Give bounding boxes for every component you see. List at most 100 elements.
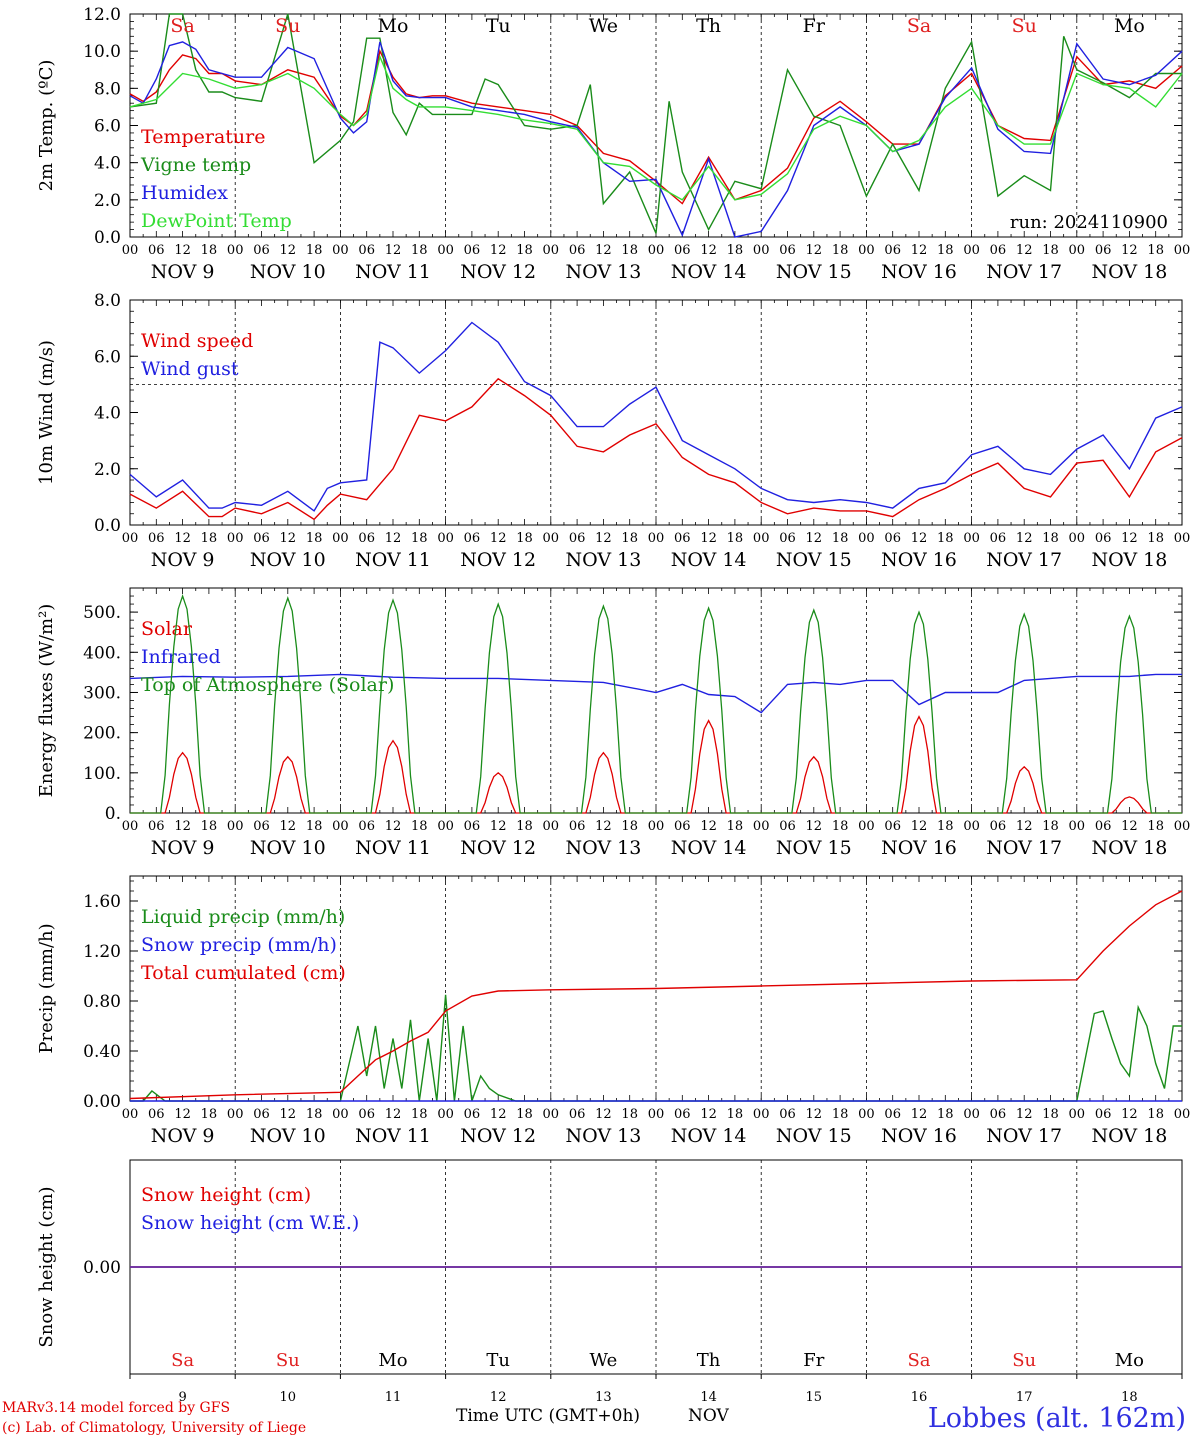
date-label: NOV 18 — [1091, 261, 1167, 283]
date-label: NOV 14 — [671, 1125, 747, 1147]
hour-tick-label: 06 — [464, 531, 481, 546]
hour-tick-label: 06 — [1095, 1107, 1112, 1122]
date-label: NOV 18 — [1091, 1125, 1167, 1147]
hour-tick-label: 06 — [884, 243, 901, 258]
hour-tick-label: 18 — [1147, 531, 1164, 546]
weekday-label: Tu — [486, 1350, 510, 1371]
y-tick-label: 4.0 — [94, 154, 121, 174]
lab-credit: (c) Lab. of Climatology, University of L… — [2, 1420, 307, 1436]
y-tick-label: 1.20 — [83, 942, 121, 962]
hour-tick-label: 18 — [727, 531, 744, 546]
hour-tick-label: 12 — [806, 531, 823, 546]
legend-series-liquid-precip-mm-h: Liquid precip (mm/h) — [141, 906, 345, 928]
y-tick-label: 0.0 — [94, 228, 121, 248]
legend-series-top-of-atmosphere-solar: Top of Atmosphere (Solar) — [141, 674, 394, 696]
hour-tick-label: 00 — [227, 531, 244, 546]
hour-tick-label: 00 — [858, 531, 875, 546]
hour-tick-label: 18 — [201, 243, 218, 258]
y-axis-label: Energy fluxes (W/m²) — [36, 604, 57, 798]
date-label: NOV 16 — [881, 549, 957, 571]
hour-tick-label: 18 — [516, 531, 533, 546]
hour-tick-label: 18 — [1042, 243, 1059, 258]
date-label: NOV 14 — [671, 837, 747, 859]
hour-tick-label: 06 — [464, 1107, 481, 1122]
hour-tick-label: 06 — [1095, 243, 1112, 258]
hour-tick-label: 18 — [1042, 1107, 1059, 1122]
panel-1: 00 06 12 18 00 06 12 18 00 06 12 18 00 06 12 18 00 06 12 18… — [36, 5, 1190, 283]
hour-tick-label: 12 — [1016, 819, 1033, 834]
hour-tick-label: 06 — [990, 1107, 1007, 1122]
hour-tick-label: 00 — [963, 1107, 980, 1122]
hour-tick-label: 06 — [358, 243, 375, 258]
day-number-label: 16 — [911, 1390, 928, 1405]
y-tick-label: 6.0 — [94, 347, 121, 367]
hour-tick-label: 06 — [674, 531, 691, 546]
hour-tick-label: 18 — [306, 243, 323, 258]
hour-tick-label: 06 — [148, 531, 165, 546]
hour-tick-label: 18 — [832, 819, 849, 834]
date-label: NOV 12 — [460, 261, 536, 283]
hour-tick-label: 00 — [648, 1107, 665, 1122]
hour-tick-label: 12 — [490, 243, 507, 258]
day-number-label: 18 — [1121, 1390, 1138, 1405]
hour-tick-label: 18 — [621, 243, 638, 258]
legend-series-vigne-temp: Vigne temp — [140, 154, 251, 176]
panel-3: 00 06 12 18 00 06 12 18 00 06 12 18 00 06 12 18 00 06 12 18… — [36, 587, 1190, 859]
weekday-label: Mo — [1114, 15, 1145, 37]
hour-tick-label: 06 — [148, 1107, 165, 1122]
hour-tick-label: 18 — [1147, 819, 1164, 834]
weekday-label: Tu — [486, 15, 511, 37]
hour-tick-label: 00 — [1069, 531, 1086, 546]
hour-tick-label: 00 — [1174, 243, 1191, 258]
legend-series-humidex: Humidex — [141, 182, 228, 204]
hour-tick-label: 06 — [358, 531, 375, 546]
hour-tick-label: 06 — [148, 243, 165, 258]
panel-4: 00 06 12 18 00 06 12 18 00 06 12 18 00 06 12 18 00 06 12 18… — [36, 875, 1190, 1147]
hour-tick-label: 00 — [227, 819, 244, 834]
weekday-label: Mo — [378, 15, 409, 37]
legend-series-wind-gust: Wind gust — [141, 358, 239, 380]
hour-tick-label: 18 — [621, 1107, 638, 1122]
hour-tick-label: 12 — [490, 531, 507, 546]
hour-tick-label: 12 — [490, 1107, 507, 1122]
hour-tick-label: 00 — [648, 243, 665, 258]
hour-tick-label: 18 — [306, 819, 323, 834]
hour-tick-label: 12 — [911, 819, 928, 834]
hour-tick-label: 12 — [911, 243, 928, 258]
plot-frame — [129, 587, 1183, 814]
y-tick-label: 10.0 — [83, 42, 121, 62]
hour-tick-label: 18 — [411, 243, 428, 258]
date-label: NOV 17 — [986, 1125, 1062, 1147]
y-tick-label: 0. — [105, 804, 121, 824]
weekday-label: We — [590, 1350, 618, 1371]
series-dewpoint-temp — [129, 54, 1183, 201]
hour-tick-label: 00 — [963, 243, 980, 258]
weekday-label: Sa — [907, 1350, 930, 1371]
hour-tick-label: 18 — [516, 1107, 533, 1122]
hour-tick-label: 00 — [753, 1107, 770, 1122]
date-label: NOV 10 — [250, 261, 326, 283]
date-label: NOV 17 — [986, 549, 1062, 571]
y-tick-label: 300. — [83, 683, 121, 703]
hour-tick-label: 12 — [490, 819, 507, 834]
run-label: run: 2024110900 — [1010, 212, 1168, 233]
hour-tick-label: 18 — [516, 819, 533, 834]
hour-tick-label: 12 — [700, 531, 717, 546]
day-number-label: 13 — [595, 1390, 612, 1405]
hour-tick-label: 12 — [1121, 531, 1138, 546]
hour-tick-label: 00 — [1069, 819, 1086, 834]
hour-tick-label: 06 — [674, 243, 691, 258]
hour-tick-label: 12 — [280, 531, 297, 546]
model-credit: MARv3.14 model forced by GFS — [2, 1400, 231, 1416]
hour-tick-label: 06 — [569, 1107, 586, 1122]
day-number-label: 10 — [280, 1390, 297, 1405]
hour-tick-label: 00 — [1174, 531, 1191, 546]
hour-tick-label: 00 — [543, 819, 560, 834]
hour-tick-label: 00 — [332, 1107, 349, 1122]
hour-tick-label: 06 — [1095, 531, 1112, 546]
hour-tick-label: 06 — [253, 819, 270, 834]
date-label: NOV 16 — [881, 261, 957, 283]
hour-tick-label: 00 — [122, 1107, 139, 1122]
date-label: NOV 9 — [151, 837, 215, 859]
hour-tick-label: 00 — [332, 243, 349, 258]
